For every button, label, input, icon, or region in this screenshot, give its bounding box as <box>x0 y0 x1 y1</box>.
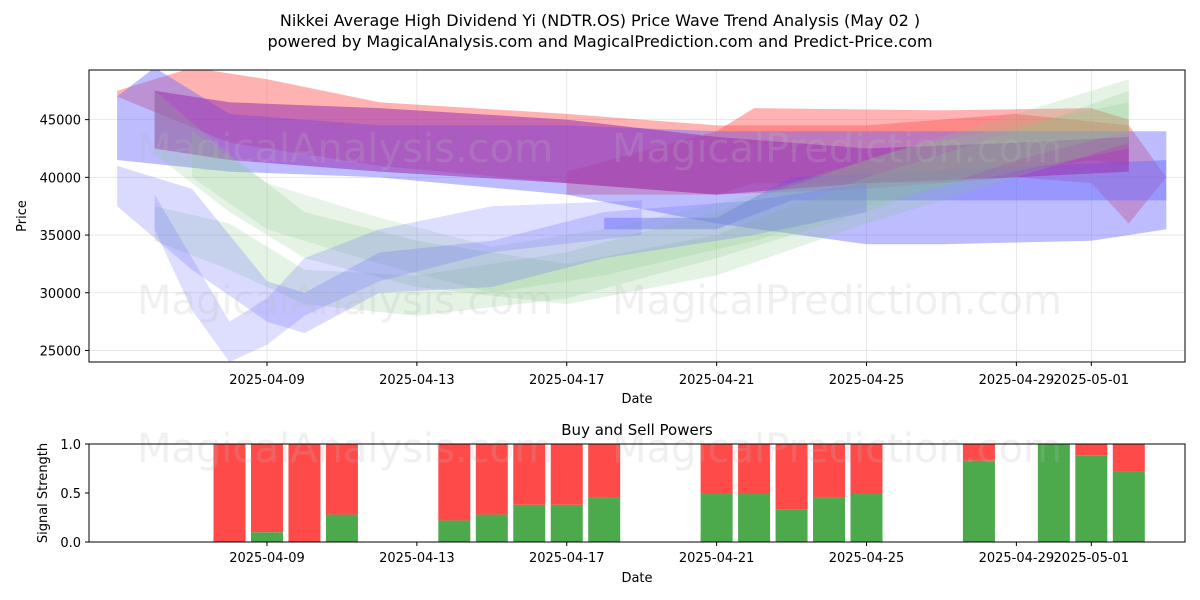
signal-x-axis-label: Date <box>621 571 652 586</box>
buy-power-bar <box>438 520 471 542</box>
sell-power-bar <box>213 444 246 542</box>
price-x-tick-label: 2025-04-09 <box>229 373 305 388</box>
sell-power-bar <box>513 444 546 505</box>
buy-power-bar <box>700 493 733 542</box>
price-wave-chart: MagicalAnalysis.com MagicalPrediction.co… <box>15 69 1186 407</box>
signal-y-tick-label: 1.0 <box>60 438 81 453</box>
price-band-green <box>154 79 1129 316</box>
signal-y-tick-label: 0.5 <box>60 487 81 502</box>
sell-power-bar <box>550 444 583 505</box>
price-y-tick-label: 35000 <box>40 229 81 244</box>
buy-power-bar <box>813 497 846 542</box>
signal-y-axis-label: Signal Strength <box>36 443 51 543</box>
sell-power-bar <box>738 444 771 493</box>
buy-power-bar <box>850 493 883 542</box>
signal-chart-title: Buy and Sell Powers <box>561 421 713 439</box>
price-x-tick-label: 2025-04-17 <box>529 373 605 388</box>
price-x-tick-label: 2025-05-01 <box>1054 373 1130 388</box>
signal-x-tick-label: 2025-04-13 <box>379 551 455 566</box>
price-x-axis-label: Date <box>621 392 652 407</box>
buy-power-bar <box>1112 471 1145 542</box>
buy-power-bar <box>513 504 546 542</box>
signal-x-tick-label: 2025-04-17 <box>529 551 605 566</box>
price-y-tick-label: 45000 <box>40 114 81 129</box>
buy-power-bar <box>1075 455 1108 542</box>
watermark-prediction-bottom: MagicalPrediction.com <box>612 426 1062 472</box>
price-bands <box>117 70 1167 362</box>
price-band-green <box>154 90 1129 305</box>
sell-power-bar <box>813 444 846 498</box>
price-axes: 2025-04-09 2025-04-13 2025-04-17 2025-04-21… <box>40 114 1129 388</box>
price-y-tick-label: 30000 <box>40 287 81 302</box>
buy-power-bar <box>738 493 771 542</box>
sell-power-bar <box>1112 444 1145 472</box>
price-plot-frame <box>88 69 1186 363</box>
sell-power-bar <box>962 444 995 461</box>
watermark-prediction-top: MagicalPrediction.com <box>612 126 1062 172</box>
sell-power-bar <box>250 444 283 533</box>
buy-power-bar <box>550 504 583 542</box>
sell-power-bar <box>438 444 471 521</box>
chart-title-line2: powered by MagicalAnalysis.com and Magic… <box>267 32 932 51</box>
price-x-tick-label: 2025-04-13 <box>379 373 455 388</box>
sell-power-bar <box>288 444 321 542</box>
sell-power-bar <box>325 444 358 515</box>
watermark-prediction-mid: MagicalPrediction.com <box>612 278 1062 324</box>
buy-power-bar <box>775 509 808 542</box>
buy-power-bar <box>1037 444 1070 542</box>
signal-x-tick-label: 2025-04-25 <box>829 551 905 566</box>
price-band-purple <box>154 90 1129 195</box>
sell-power-bar <box>775 444 808 510</box>
buy-power-bar <box>325 514 358 542</box>
buy-sell-power-chart: Buy and Sell Powers MagicalAnalysis.com … <box>36 421 1186 586</box>
buy-power-bar <box>475 514 508 542</box>
price-band-blue <box>604 160 1167 230</box>
sell-power-bar <box>700 444 733 493</box>
signal-x-tick-label: 2025-05-01 <box>1054 551 1130 566</box>
buy-power-bar <box>250 532 283 542</box>
chart-title-line1: Nikkei Average High Dividend Yi (NDTR.OS… <box>280 11 920 30</box>
buy-power-bar <box>588 497 621 542</box>
watermark-analysis-top: MagicalAnalysis.com <box>137 126 553 172</box>
price-y-axis-label: Price <box>15 200 30 232</box>
signal-x-tick-label: 2025-04-21 <box>679 551 755 566</box>
price-x-tick-label: 2025-04-29 <box>979 373 1055 388</box>
sell-power-bar <box>850 444 883 493</box>
watermark-analysis-mid: MagicalAnalysis.com <box>137 278 553 324</box>
signal-y-tick-label: 0.0 <box>60 536 81 551</box>
price-band-blue <box>117 165 867 334</box>
price-x-tick-label: 2025-04-25 <box>829 373 905 388</box>
price-band-green <box>192 102 1129 293</box>
sell-power-bar <box>1075 444 1108 456</box>
price-y-tick-label: 40000 <box>40 171 81 186</box>
signal-x-tick-label: 2025-04-29 <box>979 551 1055 566</box>
price-y-tick-label: 25000 <box>40 344 81 359</box>
signal-x-tick-label: 2025-04-09 <box>229 551 305 566</box>
signal-axes: 2025-04-09 2025-04-13 2025-04-17 2025-04-21… <box>60 438 1129 566</box>
sell-power-bar <box>475 444 508 515</box>
price-band-blue <box>154 194 642 362</box>
sell-power-bar <box>588 444 621 498</box>
signal-bars <box>213 444 1145 542</box>
buy-power-bar <box>962 460 995 542</box>
price-x-tick-label: 2025-04-21 <box>679 373 755 388</box>
watermark-analysis-bottom: MagicalAnalysis.com <box>137 426 553 472</box>
